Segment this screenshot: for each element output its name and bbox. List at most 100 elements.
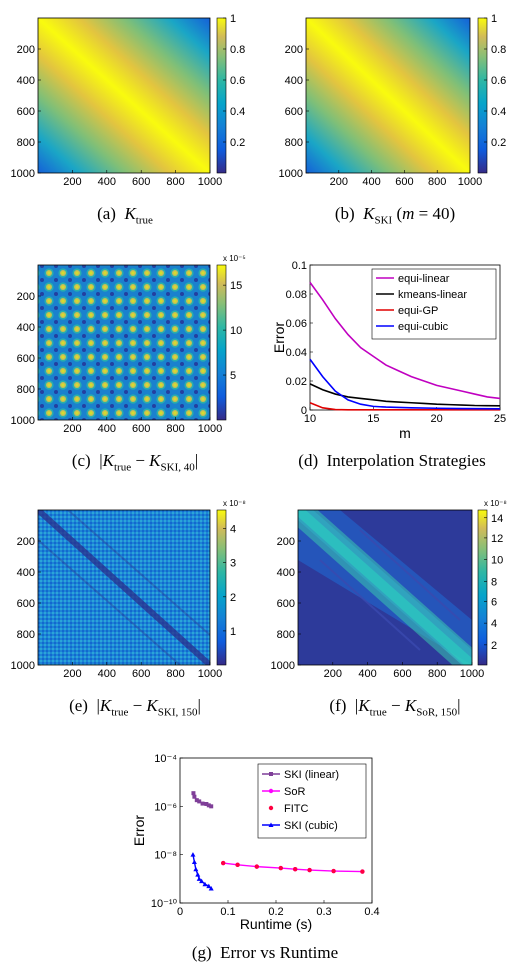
panel-f: 200 200 400 400 600 600 800 800 1000 1000 14 12 10 8 6… (271, 499, 507, 680)
y-tick-label: 10⁻⁸ (154, 850, 177, 862)
y-tick-label: 0.06 (286, 318, 307, 330)
colorbar-tick-label: 2 (491, 640, 497, 652)
colorbar-tick-label: 2 (230, 592, 236, 604)
data-point (206, 883, 212, 889)
x-tick-label: 800 (166, 668, 184, 680)
colorbar-tick-label: 4 (491, 618, 497, 630)
colorbar-e (216, 509, 227, 666)
panel-a: 200 200 400 400 600 600 800 800 1000 1000 1 0.8 0.6 0… (11, 13, 246, 188)
caption-a: (a) Ktrue (97, 204, 153, 227)
x-tick-label: 400 (98, 423, 116, 435)
x-tick-label: 800 (428, 668, 446, 680)
colorbar-tick-label: 15 (230, 280, 242, 292)
caption-c: (c) |Ktrue − KSKI, 40| (71, 451, 199, 474)
y-tick-label: 200 (17, 291, 35, 303)
panel-c: 200 200 400 400 600 600 800 800 1000 1000 15 10 5 x 1… (11, 254, 246, 435)
data-point (293, 867, 298, 872)
x-tick-label: 0.1 (220, 906, 235, 918)
legend-label: equi-cubic (398, 321, 449, 333)
x-tick-label: 1000 (198, 668, 222, 680)
colorbar-c (216, 264, 227, 421)
colorbar-f (477, 509, 488, 666)
y-tick-label: 400 (17, 567, 35, 579)
legend-label: kmeans-linear (398, 289, 467, 301)
colorbar-tick-label: 0.6 (491, 75, 506, 87)
data-point (195, 872, 201, 877)
panel-d: 10 15 20 25 0 0.02 0.04 0.06 0.08 0.1 m Error equi-l… (271, 260, 506, 441)
y-tick-label: 1000 (11, 168, 35, 180)
x-tick-label: 200 (63, 668, 81, 680)
data-point (197, 799, 202, 804)
x-tick-label: 1000 (458, 176, 482, 188)
data-point (254, 864, 259, 869)
colorbar-tick-label: 0.2 (230, 137, 245, 149)
series-line-equi-linear (309, 281, 501, 400)
y-tick-label: 800 (285, 137, 303, 149)
panel-e: 200 200 400 400 600 600 800 800 1000 1000 4 3 2 1 x 10… (11, 499, 246, 680)
series-line-equi-cubic (309, 358, 501, 410)
data-point (269, 772, 273, 776)
data-point (360, 869, 365, 874)
colorbar-exponent: x 10⁻⁵ (223, 254, 246, 263)
legend-label: SKI (cubic) (284, 820, 338, 832)
y-tick-label: 0.08 (286, 289, 307, 301)
y-tick-label: 10⁻⁶ (154, 801, 177, 813)
y-tick-label: 0.1 (292, 260, 307, 272)
x-tick-label: 600 (132, 668, 150, 680)
data-point (209, 804, 214, 809)
x-tick-label: 1000 (460, 668, 484, 680)
series-line-SoR (223, 862, 363, 873)
colorbar-tick-label: 1 (230, 626, 236, 638)
y-axis-label: Error (271, 322, 287, 353)
data-point (200, 801, 205, 806)
y-tick-label: 1000 (11, 415, 35, 427)
data-point (191, 859, 197, 864)
y-tick-label: 1000 (271, 660, 295, 672)
data-point (202, 881, 208, 887)
y-tick-label: 200 (277, 536, 295, 548)
x-tick-label: 600 (132, 423, 150, 435)
data-point (193, 866, 199, 872)
x-tick-label: 800 (166, 176, 184, 188)
legend-label: equi-GP (398, 305, 438, 317)
colorbar-tick-label: 5 (230, 370, 236, 382)
y-tick-label: 600 (277, 598, 295, 610)
x-tick-label: 1000 (198, 176, 222, 188)
data-point (196, 876, 202, 881)
y-tick-label: 0.04 (286, 347, 307, 359)
data-point (331, 868, 336, 874)
y-tick-label: 800 (17, 629, 35, 641)
caption-f: (f) |Ktrue − KSoR, 150| (329, 696, 461, 719)
legend-label: FITC (284, 803, 308, 815)
data-point (268, 805, 274, 811)
x-tick-label: 600 (132, 176, 150, 188)
data-point (208, 885, 214, 891)
colorbar-tick-label: 8 (491, 576, 497, 588)
x-tick-label: 20 (431, 413, 443, 425)
data-point (268, 822, 274, 827)
y-tick-label: 1000 (279, 168, 303, 180)
colorbar-tick-label: 3 (230, 558, 236, 570)
x-tick-label: 400 (98, 668, 116, 680)
x-tick-label: 600 (393, 668, 411, 680)
y-axis-label: Error (131, 815, 147, 846)
x-tick-label: 1000 (198, 423, 222, 435)
x-tick-label: 10 (304, 413, 316, 425)
x-tick-label: 200 (63, 423, 81, 435)
caption-g: (g) Error vs Runtime (191, 943, 339, 962)
heatmap-c (38, 265, 210, 420)
colorbar-tick-label: 0.4 (230, 106, 245, 118)
y-tick-label: 600 (17, 353, 35, 365)
y-tick-label: 400 (277, 567, 295, 579)
y-tick-label: 200 (17, 536, 35, 548)
colorbar-tick-label: 0.2 (491, 137, 506, 149)
y-tick-label: 200 (17, 44, 35, 56)
colorbar-a (216, 17, 227, 174)
data-point (278, 865, 283, 871)
y-tick-label: 0 (301, 405, 307, 417)
x-axis-label: Runtime (s) (240, 916, 312, 932)
colorbar-tick-label: 1 (230, 13, 236, 25)
x-tick-label: 0.3 (316, 906, 331, 918)
legend-label: SoR (284, 786, 305, 798)
